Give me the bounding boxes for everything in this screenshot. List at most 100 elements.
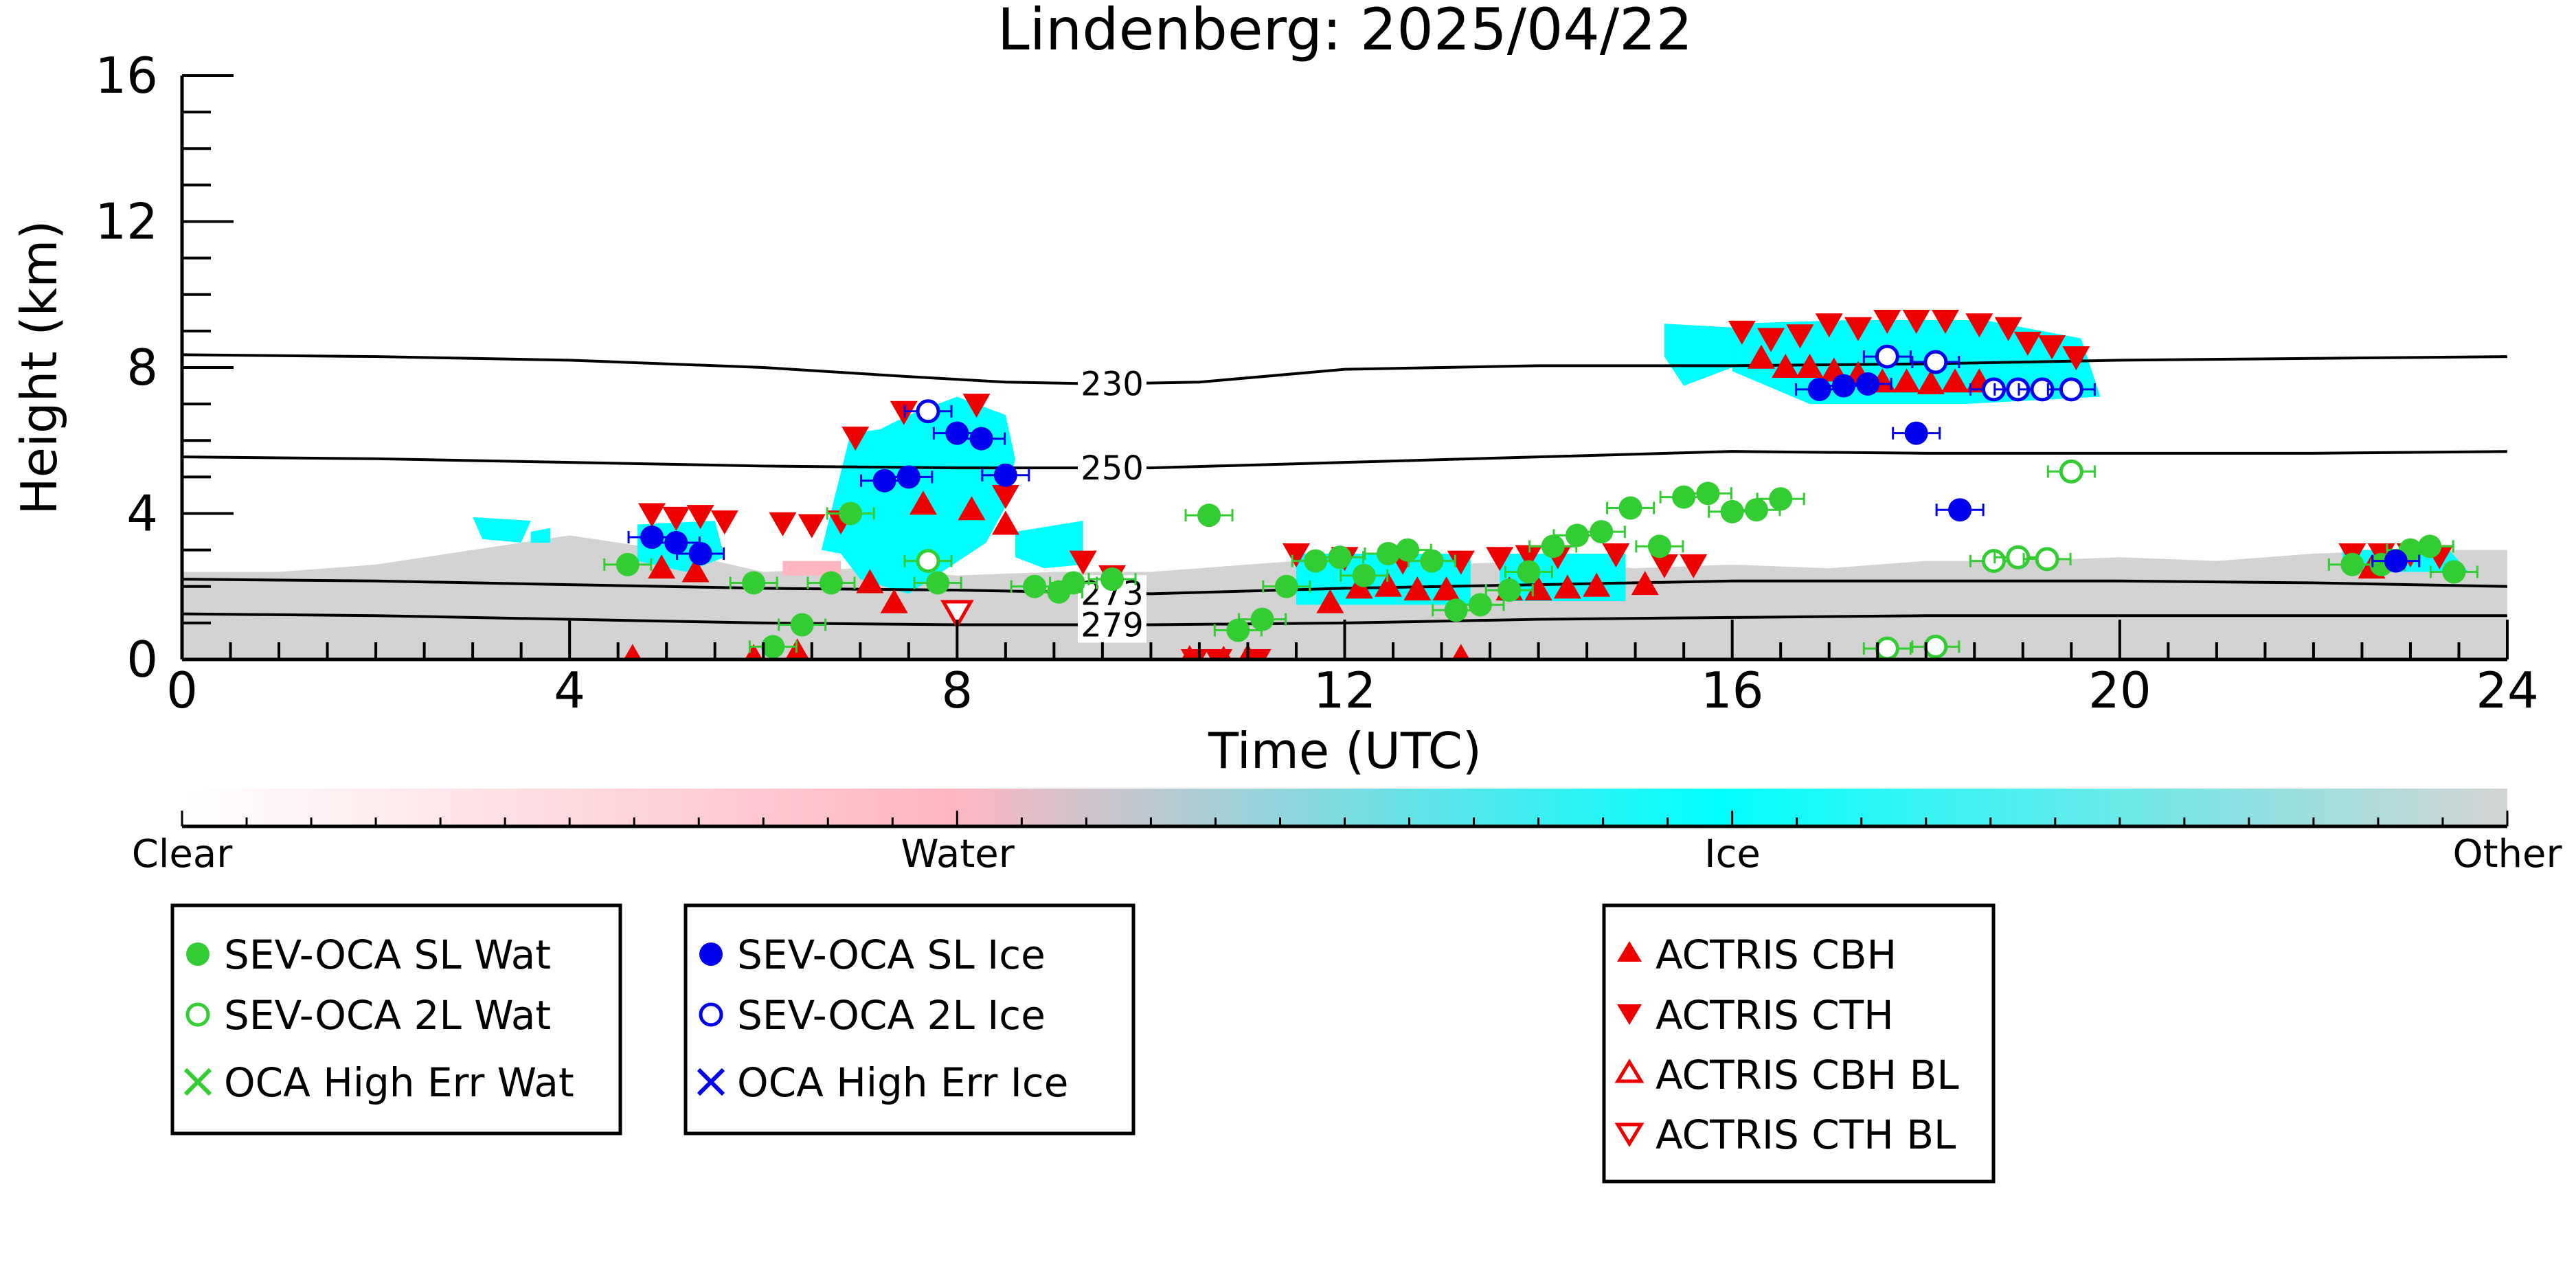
point-actris-cth-23	[1602, 543, 1630, 567]
point-actris-cth-20	[1486, 547, 1514, 572]
colorbar-label-clear: Clear	[132, 832, 233, 877]
point-actris-cbh-0	[623, 644, 642, 659]
point-actris-cth-36	[2013, 331, 2042, 356]
point-actris-cth-33	[1931, 309, 1959, 334]
point-sev-oca-2l-ice-6	[2059, 377, 2083, 402]
legend-marker-oca-high-err-wat	[183, 1067, 212, 1096]
point-actris-cth-35	[1994, 317, 2022, 341]
legend-marker-sev-oca-sl-wat	[186, 942, 210, 966]
point-actris-cth-10	[991, 484, 1019, 509]
point-actris-cth-1	[662, 506, 690, 531]
point-sev-oca-2l-wat-0	[916, 549, 940, 574]
x-tick-label-12: 12	[1313, 662, 1377, 719]
colorbar-ticks	[181, 811, 2509, 826]
point-actris-cth-31	[1873, 309, 1901, 334]
legend-actris-box: ACTRIS CBH ACTRIS CTH ACTRIS CBH BL ACTR…	[1602, 903, 1996, 1184]
cloudnet-classification	[182, 319, 2507, 659]
point-sev-oca-sl-wat-39	[2442, 560, 2466, 584]
point-sev-oca-sl-wat-11	[1197, 504, 1221, 528]
contour-label-279: 279	[1081, 607, 1144, 645]
point-sev-oca-sl-ice-7	[993, 463, 1017, 487]
point-sev-oca-sl-wat-0	[615, 552, 640, 576]
point-sev-oca-sl-ice-2	[688, 541, 712, 565]
point-sev-oca-sl-wat-9	[1061, 571, 1085, 595]
point-actris-cbh-7	[909, 490, 937, 515]
point-sev-oca-sl-ice-1	[664, 531, 688, 554]
point-sev-oca-sl-ice-12	[1948, 498, 1972, 522]
point-actris-cbh-8	[958, 496, 986, 521]
point-actris-cth-4	[769, 512, 797, 536]
point-actris-cth-9	[962, 394, 991, 418]
point-sev-oca-sl-ice-4	[896, 465, 920, 489]
point-actris-cth-11	[1069, 550, 1097, 575]
point-sev-oca-sl-wat-24	[1517, 560, 1541, 584]
point-actris-cbh-9	[991, 510, 1019, 535]
legend-label-actris-cth: ACTRIS CTH	[1656, 992, 1894, 1039]
region-ice-10	[1664, 324, 1732, 386]
point-sev-oca-sl-ice-10	[1856, 372, 1880, 396]
point-actris-cth-29	[1815, 313, 1843, 338]
point-actris-cbh-6	[880, 589, 908, 613]
point-actris-cbh-24	[1747, 344, 1775, 369]
point-sev-oca-sl-wat-18	[1376, 541, 1400, 565]
contour-line-273	[182, 578, 2507, 596]
point-sev-oca-sl-wat-16	[1328, 545, 1352, 569]
point-actris-cth-21	[1515, 545, 1543, 569]
point-actris-cth-37	[2038, 335, 2066, 360]
point-sev-oca-sl-wat-14	[1274, 574, 1298, 598]
legend-label-actris-cth-bl: ACTRIS CTH BL	[1656, 1111, 1956, 1158]
x-tick-label-8: 8	[941, 662, 973, 719]
point-sev-oca-2l-wat-5	[2035, 547, 2059, 572]
point-actris-cth-32	[1902, 309, 1930, 334]
contour-label-bg-230	[1078, 365, 1146, 402]
point-actris-cth-24	[1650, 554, 1678, 578]
point-actris-cbh-31	[1917, 370, 1945, 394]
y-tick-label-16: 16	[95, 47, 158, 104]
point-actris-cth-28	[1786, 324, 1814, 349]
point-actris-cbh-32	[1941, 368, 1969, 393]
x-tick-label-24: 24	[2476, 662, 2539, 719]
legend-marker-actris-cth-bl	[1614, 1122, 1645, 1147]
point-sev-oca-sl-wat-3	[790, 613, 814, 637]
legend-label-sev-oca-sl-ice: SEV-OCA SL Ice	[737, 931, 1046, 978]
point-sev-oca-2l-wat-4	[2006, 545, 2031, 569]
x-tick-label-20: 20	[2088, 662, 2151, 719]
point-sev-oca-sl-wat-20	[1420, 549, 1444, 573]
point-sev-oca-sl-wat-19	[1396, 538, 1420, 562]
point-actris-cbh-25	[1772, 354, 1800, 378]
point-actris-cth-25	[1680, 554, 1708, 578]
legend-water-box: SEV-OCA SL Wat SEV-OCA 2L Wat OCA High E…	[170, 903, 622, 1136]
point-actris-cth-3	[710, 510, 738, 535]
point-sev-oca-sl-wat-38	[2418, 534, 2442, 558]
point-sev-oca-sl-wat-5	[839, 501, 863, 526]
point-sev-oca-sl-wat-4	[819, 571, 843, 595]
contour-label-bg-250	[1078, 450, 1146, 486]
point-sev-oca-2l-wat-1	[1875, 636, 1899, 659]
point-actris-cth-26	[1728, 320, 1756, 345]
classification-colorbar: Clear Water Ice Other	[132, 789, 2562, 877]
legend-label-sev-oca-2l-ice: SEV-OCA 2L Ice	[737, 992, 1046, 1039]
point-actris-cbh-23	[1631, 571, 1659, 596]
point-actris-cbh-13	[1316, 589, 1344, 613]
legend-marker-actris-cth	[1617, 1004, 1642, 1025]
legend-label-actris-cbh: ACTRIS CBH	[1656, 931, 1897, 978]
region-ice-2	[821, 396, 1015, 594]
point-actris-cth-34	[1965, 313, 1993, 338]
point-sev-oca-sl-wat-12	[1226, 618, 1250, 642]
point-actris-cbh-18	[1451, 644, 1470, 659]
legend-label-sev-oca-2l-wat: SEV-OCA 2L Wat	[224, 992, 551, 1039]
y-tick-label-4: 4	[126, 485, 158, 543]
point-actris-cbh-15	[1374, 572, 1402, 597]
x-tick-label-4: 4	[554, 662, 585, 719]
point-sev-oca-sl-wat-25	[1541, 534, 1565, 558]
y-axis-label: Height (km)	[10, 221, 68, 515]
legend-marker-oca-high-err-ice	[697, 1067, 725, 1096]
y-tick-label-12: 12	[95, 193, 158, 251]
point-actris-cth-19	[1447, 550, 1475, 575]
point-actris-cth-2	[686, 505, 714, 530]
point-actris-cth-16	[1282, 543, 1310, 567]
point-actris-cbh-21	[1553, 574, 1581, 599]
point-actris-cth-27	[1757, 328, 1785, 352]
legend-marker-sev-oca-sl-ice	[699, 942, 723, 966]
